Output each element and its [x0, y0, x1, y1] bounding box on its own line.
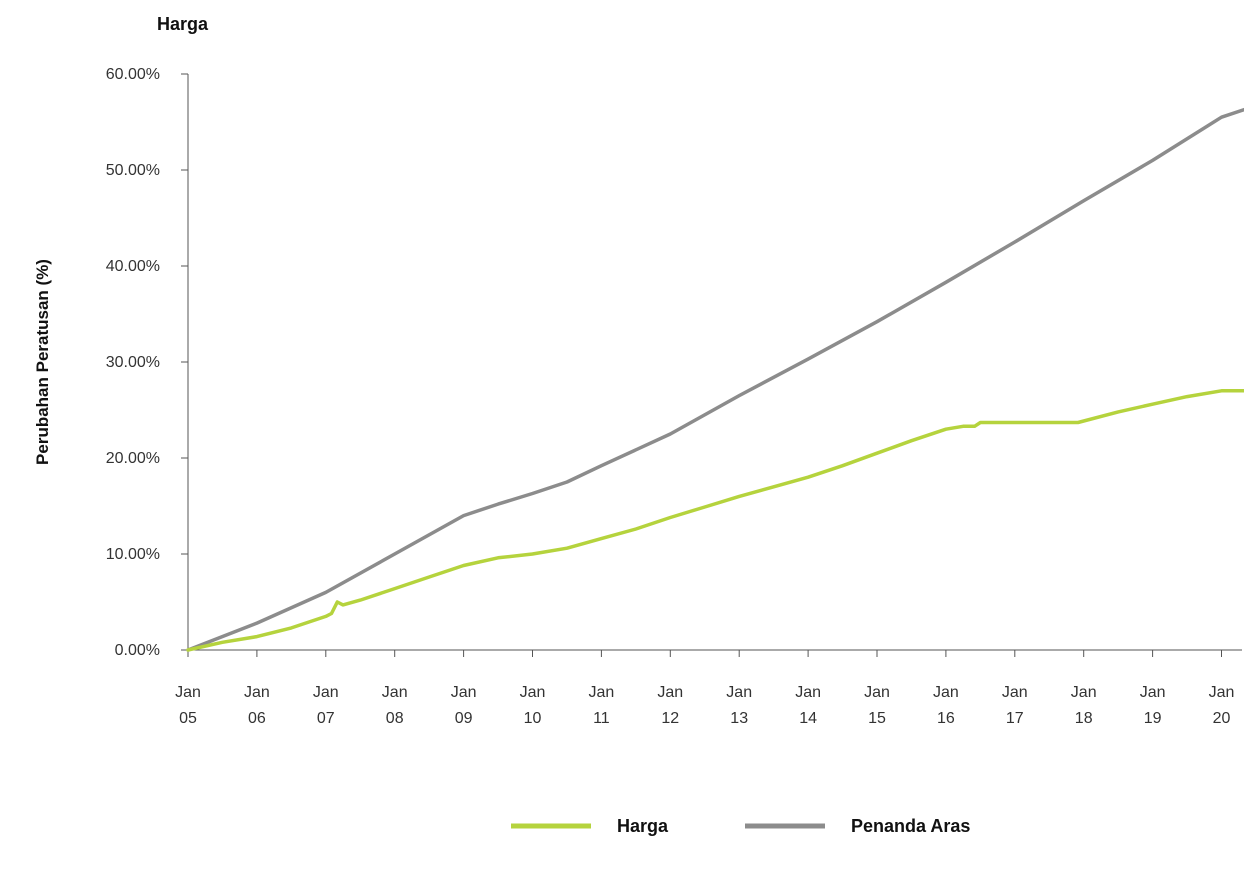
y-tick-label: 60.00%	[106, 66, 160, 83]
x-tick-label-month: Jan	[175, 684, 201, 701]
x-tick-label-year: 11	[593, 710, 610, 727]
legend-label: Penanda Aras	[851, 816, 970, 836]
x-tick-label-month: Jan	[726, 684, 752, 701]
x-tick-label-year: 09	[455, 710, 473, 727]
chart-title: Harga	[157, 14, 209, 34]
x-tick-label-month: Jan	[589, 684, 615, 701]
legend-label: Harga	[617, 816, 669, 836]
y-tick-label: 30.00%	[106, 354, 160, 371]
x-tick-label-month: Jan	[1140, 684, 1166, 701]
series-line-penanda-aras	[186, 107, 1244, 652]
y-tick-label: 0.00%	[115, 642, 160, 659]
y-axis-label: Perubahan Peratusan (%)	[33, 259, 52, 465]
x-tick-label-month: Jan	[244, 684, 270, 701]
x-tick-label-year: 20	[1213, 710, 1231, 727]
x-tick-label-month: Jan	[864, 684, 890, 701]
x-tick-label-month: Jan	[382, 684, 408, 701]
x-tick-label-month: Jan	[933, 684, 959, 701]
x-tick-label-month: Jan	[795, 684, 821, 701]
series-line-harga	[186, 389, 1244, 652]
x-tick-label-year: 05	[179, 710, 197, 727]
x-tick-label-month: Jan	[313, 684, 339, 701]
x-tick-label-year: 06	[248, 710, 266, 727]
x-tick-label-year: 17	[1006, 710, 1024, 727]
series-lines	[186, 107, 1244, 652]
x-tick-label-year: 19	[1144, 710, 1162, 727]
x-tick-label-month: Jan	[657, 684, 683, 701]
x-tick-label-year: 10	[524, 710, 542, 727]
axes	[187, 74, 1242, 651]
x-tick-label-year: 13	[730, 710, 748, 727]
x-tick-label-year: 18	[1075, 710, 1093, 727]
x-tick-label-year: 14	[799, 710, 817, 727]
y-tick-label: 10.00%	[106, 546, 160, 563]
x-tick-label-year: 07	[317, 710, 335, 727]
y-tick-label: 50.00%	[106, 162, 160, 179]
x-tick-label-year: 15	[868, 710, 886, 727]
x-tick-label-month: Jan	[1071, 684, 1097, 701]
x-tick-label-month: Jan	[1002, 684, 1028, 701]
y-tick-label: 20.00%	[106, 450, 160, 467]
y-ticks: 0.00% 10.00% 20.00% 30.00% 40.00% 50.00% 60.00…	[106, 66, 188, 659]
x-tick-label-year: 12	[661, 710, 679, 727]
y-tick-label: 40.00%	[106, 258, 160, 275]
legend: Harga Penanda Aras	[511, 816, 970, 836]
x-tick-label-year: 08	[386, 710, 404, 727]
x-ticks: Jan 05 Jan 06 Jan 07 Jan 08 Jan 09 Jan 10 Jan 11 Jan 12…	[175, 650, 1234, 727]
x-tick-label-month: Jan	[1209, 684, 1235, 701]
x-tick-label-year: 16	[937, 710, 955, 727]
x-tick-label-month: Jan	[451, 684, 477, 701]
x-tick-label-month: Jan	[520, 684, 546, 701]
